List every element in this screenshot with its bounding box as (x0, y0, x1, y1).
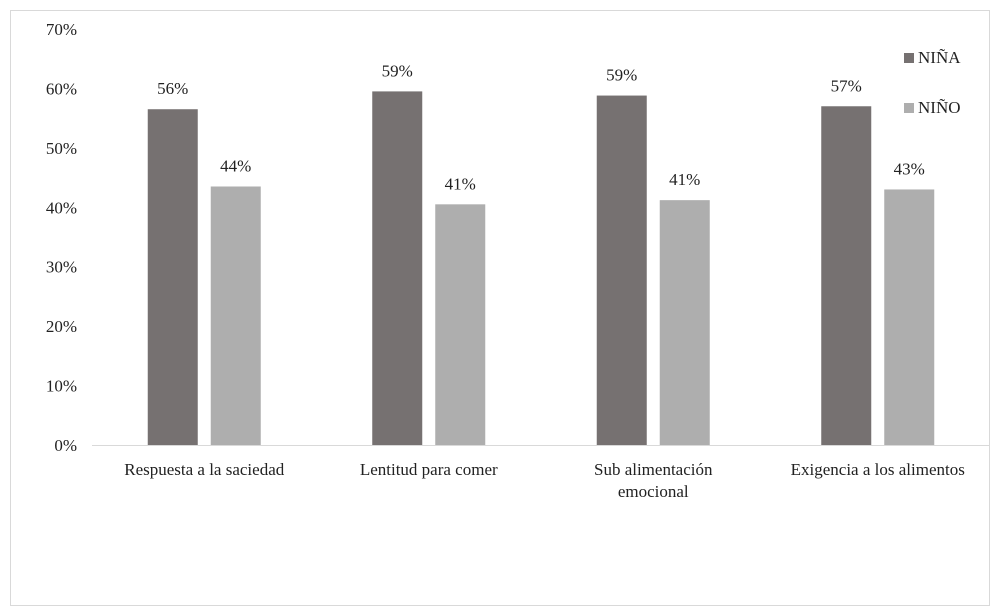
y-tick-label: 10% (46, 377, 77, 396)
bar-nino (884, 189, 935, 445)
data-label: 59% (606, 66, 637, 85)
y-tick-label: 20% (46, 317, 77, 336)
legend-swatch (904, 103, 914, 113)
bar-nino (210, 186, 261, 445)
data-label: 44% (220, 156, 251, 175)
data-label: 59% (382, 61, 413, 80)
y-axis: 0% 10% 20% 30% 40% 50% 60% 70% (46, 20, 77, 455)
bars-layer: 56% 44% 59% 41% 59% 41% 57% 43% (147, 61, 935, 446)
x-tick-label: Exigencia a los alimentos (791, 460, 965, 479)
bar-nino (435, 204, 486, 445)
legend-swatch (904, 53, 914, 63)
bar-nina (821, 106, 872, 445)
bar-nina (372, 91, 423, 446)
data-label: 56% (157, 79, 188, 98)
x-tick-label: Lentitud para comer (360, 460, 498, 479)
y-tick-label: 0% (54, 436, 77, 455)
bar-nina (596, 95, 647, 445)
y-tick-label: 40% (46, 198, 77, 217)
legend-label: NIÑO (918, 98, 961, 117)
bar-nino (659, 200, 710, 445)
data-label: 41% (445, 174, 476, 193)
y-tick-label: 30% (46, 258, 77, 277)
legend: NIÑA NIÑO (904, 48, 961, 117)
data-label: 43% (894, 159, 925, 178)
data-label: 57% (831, 76, 862, 95)
y-tick-label: 60% (46, 79, 77, 98)
x-axis: Respuesta a la saciedad Lentitud para com… (92, 445, 990, 501)
x-tick-label: Sub alimentación emocional (594, 460, 713, 501)
y-tick-label: 50% (46, 139, 77, 158)
data-label: 41% (669, 170, 700, 189)
legend-label: NIÑA (918, 48, 961, 67)
x-tick-label: Respuesta a la saciedad (124, 460, 285, 479)
y-tick-label: 70% (46, 20, 77, 39)
bar-nina (147, 109, 198, 445)
